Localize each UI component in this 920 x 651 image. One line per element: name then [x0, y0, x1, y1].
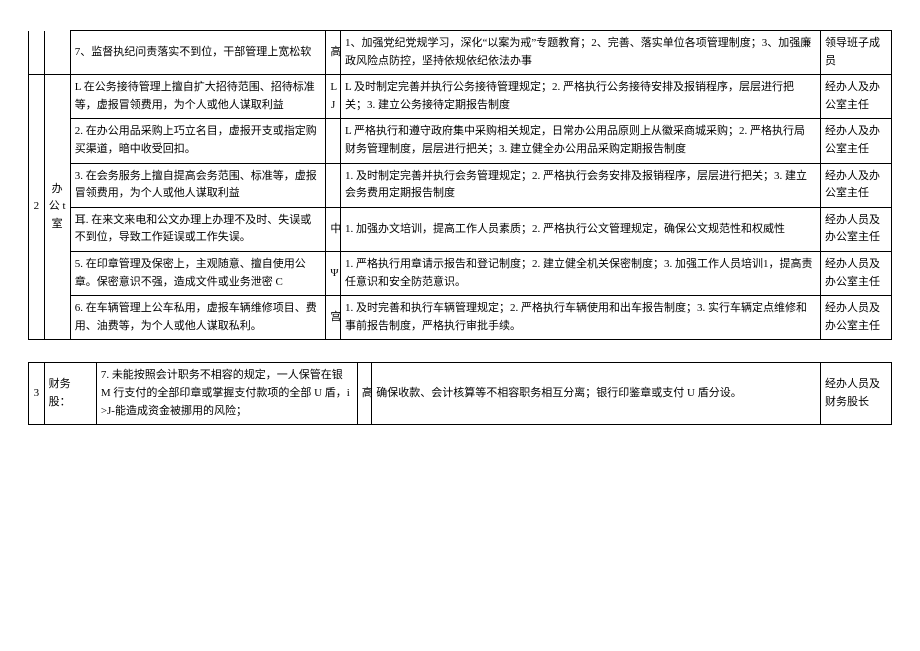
cell-resp: 经办人员及办公室主任	[821, 296, 892, 340]
cell-measure: L 及时制定完善并执行公务接待管理规定；2. 严格执行公务接待安排及报销程序，层…	[340, 75, 820, 119]
cell-risk: 2. 在办公用品采购上巧立名目，虚报开支或指定购买渠道，暗中收受回扣。	[70, 119, 326, 163]
cell-measure: 1. 及时完善和执行车辆管理规定；2. 严格执行车辆使用和出车报告制度；3. 实…	[340, 296, 820, 340]
cell-level: 高	[357, 363, 372, 425]
cell-measure: 1. 加强办文培训，提高工作人员素质；2. 严格执行公文管理规定，确保公文规范性…	[340, 207, 820, 251]
cell-risk: 3. 在会务服务上擅自提高会务范围、标准等，虚报冒领费用，为个人或他人谋取利益	[70, 163, 326, 207]
table-gap	[28, 340, 892, 362]
cell-risk: 5. 在印章管理及保密上，主观随意、擅自使用公章。保密意识不强，造成文件或业务泄…	[70, 251, 326, 295]
cell-level: L J	[326, 75, 341, 119]
cell-dept	[44, 31, 70, 75]
cell-dept: 财务股：	[44, 363, 96, 425]
risk-row: 2. 在办公用品采购上巧立名目，虚报开支或指定购买渠道，暗中收受回扣。 L 严格…	[29, 119, 892, 163]
cell-seq: 2	[29, 75, 45, 340]
cell-measure: 确保收款、会计核算等不相容职务相互分离；银行印鉴章或支付 U 盾分设。	[372, 363, 821, 425]
cell-measure: 1. 严格执行用章请示报告和登记制度；2. 建立健全机关保密制度；3. 加强工作…	[340, 251, 820, 295]
cell-level: Ψ	[326, 251, 341, 295]
cell-risk: L 在公务接待管理上擅自扩大招待范围、招待标准等，虚报冒领费用，为个人或他人谋取…	[70, 75, 326, 119]
cell-resp: 经办人及办公室主任	[821, 119, 892, 163]
cell-level	[326, 163, 341, 207]
cell-risk: 7、监督执纪问责落实不到位，干部管理上宽松软	[70, 31, 326, 75]
cell-level: 宫	[326, 296, 341, 340]
cell-level: 高	[326, 31, 341, 75]
cell-measure: 1、加强党纪党规学习，深化“以案为戒”专题教育；2、完善、落实单位各项管理制度；…	[340, 31, 820, 75]
risk-row: 耳. 在来文来电和公文办理上办理不及时、失误或不到位，导致工作延误或工作失误。 …	[29, 207, 892, 251]
cell-risk: 7. 未能按照会计职务不相容的规定，一人保管在银 M 行支付的全部印章或掌握支付…	[96, 363, 357, 425]
cell-level: 中	[326, 207, 341, 251]
cell-resp: 经办人员及办公室主任	[821, 251, 892, 295]
cell-seq: 3	[29, 363, 45, 425]
risk-row: 3. 在会务服务上擅自提高会务范围、标准等，虚报冒领费用，为个人或他人谋取利益 …	[29, 163, 892, 207]
cell-seq	[29, 31, 45, 75]
cell-resp: 经办人员及财务股长	[821, 363, 892, 425]
cell-measure: L 严格执行和遵守政府集中采购相关规定，日常办公用品原则上从徽采商城采购；2. …	[340, 119, 820, 163]
cell-risk: 耳. 在来文来电和公文办理上办理不及时、失误或不到位，导致工作延误或工作失误。	[70, 207, 326, 251]
cell-level	[326, 119, 341, 163]
risk-table-upper: 7、监督执纪问责落实不到位，干部管理上宽松软 高 1、加强党纪党规学习，深化“以…	[28, 30, 892, 340]
cell-resp: 经办人及办公室主任	[821, 75, 892, 119]
cell-measure: 1. 及时制定完善并执行会务管理规定；2. 严格执行会务安排及报销程序，层层进行…	[340, 163, 820, 207]
risk-row: 2 办公 t 室 L 在公务接待管理上擅自扩大招待范围、招待标准等，虚报冒领费用…	[29, 75, 892, 119]
risk-row: 5. 在印章管理及保密上，主观随意、擅自使用公章。保密意识不强，造成文件或业务泄…	[29, 251, 892, 295]
cell-risk: 6. 在车辆管理上公车私用，虚报车辆维修项目、费用、油费等，为个人或他人谋取私利…	[70, 296, 326, 340]
risk-row: 3 财务股： 7. 未能按照会计职务不相容的规定，一人保管在银 M 行支付的全部…	[29, 363, 892, 425]
risk-table-lower: 3 财务股： 7. 未能按照会计职务不相容的规定，一人保管在银 M 行支付的全部…	[28, 362, 892, 425]
risk-row: 6. 在车辆管理上公车私用，虚报车辆维修项目、费用、油费等，为个人或他人谋取私利…	[29, 296, 892, 340]
cell-resp: 经办人及办公室主任	[821, 163, 892, 207]
risk-row: 7、监督执纪问责落实不到位，干部管理上宽松软 高 1、加强党纪党规学习，深化“以…	[29, 31, 892, 75]
cell-dept: 办公 t 室	[44, 75, 70, 340]
cell-resp: 经办人员及办公室主任	[821, 207, 892, 251]
cell-resp: 领导班子成员	[821, 31, 892, 75]
